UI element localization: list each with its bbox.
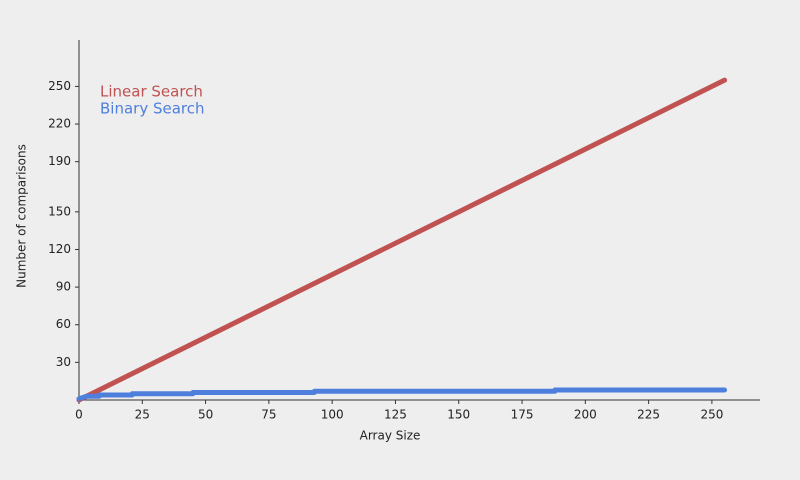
x-tick-label: 50: [198, 408, 213, 422]
x-tick-label: 0: [75, 408, 83, 422]
x-tick-label: 200: [574, 408, 597, 422]
y-tick-label: 250: [48, 79, 71, 93]
y-tick-label: 30: [56, 355, 71, 369]
series-line: [76, 387, 728, 402]
y-tick-label: 120: [48, 242, 71, 256]
series-line: [76, 77, 728, 403]
x-axis-label: Array Size: [360, 429, 421, 443]
x-tick-label: 125: [384, 408, 407, 422]
x-tick-label: 75: [261, 408, 276, 422]
x-tick-label: 175: [511, 408, 534, 422]
y-tick-label: 150: [48, 204, 71, 218]
x-tick-label: 250: [700, 408, 723, 422]
x-tick-label: 225: [637, 408, 660, 422]
y-tick-label: 190: [48, 154, 71, 168]
y-tick-label: 90: [56, 280, 71, 294]
y-axis-label: Number of comparisons: [15, 144, 29, 288]
y-tick-label: 60: [56, 317, 71, 331]
y-tick-label: 220: [48, 117, 71, 131]
legend-entry: Linear Search: [100, 83, 203, 101]
x-tick-label: 100: [321, 408, 344, 422]
legend-entry: Binary Search: [100, 100, 205, 118]
x-tick-label: 25: [135, 408, 150, 422]
x-tick-label: 150: [447, 408, 470, 422]
